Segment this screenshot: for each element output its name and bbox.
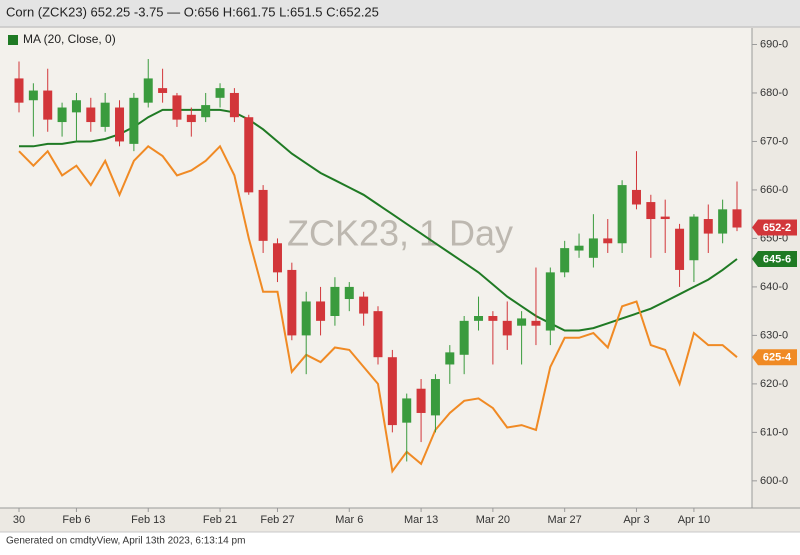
candle-body (689, 216, 699, 261)
candle-body (531, 320, 541, 326)
y-tick-label: 610-0 (760, 426, 788, 438)
candle-body (617, 185, 627, 244)
price-tag-label: 645-6 (763, 253, 791, 265)
title-bar (0, 0, 800, 27)
candle-body (445, 352, 455, 365)
candle-body (57, 107, 67, 123)
candle-body (574, 245, 584, 251)
footer-bar (0, 532, 800, 550)
x-tick-label: Apr 3 (623, 514, 649, 526)
candle-body (100, 102, 110, 127)
candle-body (588, 238, 598, 258)
x-tick-label: Mar 13 (404, 514, 438, 526)
candle-body (258, 189, 268, 241)
x-tick-label: Feb 27 (260, 514, 294, 526)
x-tick-label: Feb 13 (131, 514, 165, 526)
candle-body (732, 209, 742, 228)
price-tag-label: 652-2 (763, 222, 791, 234)
candle-body (129, 97, 139, 144)
candle-body (474, 316, 484, 321)
candle-body (488, 316, 498, 321)
candle-body (517, 318, 527, 326)
candle-body (143, 78, 153, 103)
price-tag (752, 349, 797, 366)
candle-body (201, 105, 211, 118)
plot-area (0, 28, 752, 508)
price-tag (752, 251, 797, 268)
candle-body (215, 88, 225, 98)
candle-body (718, 209, 728, 234)
candle-body (646, 202, 656, 220)
footer-text: Generated on cmdtyView, April 13th 2023,… (6, 536, 245, 547)
y-tick-label: 630-0 (760, 329, 788, 341)
x-tick-label: Feb 21 (203, 514, 237, 526)
y-tick-label: 640-0 (760, 281, 788, 293)
y-tick-label: 670-0 (760, 135, 788, 147)
candle-body (359, 296, 369, 314)
x-tick-label: Mar 27 (548, 514, 582, 526)
candle-body (229, 92, 239, 118)
price-tag (752, 219, 797, 236)
candle-body (545, 272, 555, 331)
candle-body (71, 100, 81, 113)
candle-body (172, 95, 182, 120)
candle-body (502, 320, 512, 336)
candle-body (344, 286, 354, 300)
candle-body (115, 107, 125, 142)
x-tick-label: Feb 6 (62, 514, 90, 526)
x-tick-label: Apr 10 (678, 514, 710, 526)
candle-body (158, 88, 168, 93)
candle-body (244, 117, 254, 193)
y-tick-label: 600-0 (760, 475, 788, 487)
y-tick-label: 680-0 (760, 87, 788, 99)
candle-body (387, 357, 397, 426)
y-tick-label: 690-0 (760, 38, 788, 50)
x-tick-label: 30 (13, 514, 25, 526)
candle-body (660, 216, 670, 220)
candle-body (402, 398, 412, 423)
x-tick-label: Mar 20 (476, 514, 510, 526)
overlay-line (18, 144, 738, 474)
candle-body (416, 388, 426, 413)
x-tick-label: Mar 6 (335, 514, 363, 526)
candle-body (316, 301, 326, 321)
chart-title: Corn (ZCK23) 652.25 -3.75 — O:656 H:661.… (6, 4, 379, 19)
candle-body (703, 219, 713, 234)
candle-body (373, 311, 383, 358)
candle-body (560, 248, 570, 273)
candle-body (603, 238, 613, 244)
candle-body (631, 189, 641, 205)
legend-swatch (8, 35, 18, 45)
candle-body (301, 301, 311, 336)
candle-body (430, 379, 440, 416)
candle-body (86, 107, 96, 123)
y-tick-label: 660-0 (760, 184, 788, 196)
candle-body (287, 269, 297, 336)
candle-body (28, 90, 38, 101)
candle-body (272, 243, 282, 273)
y-tick-label: 620-0 (760, 378, 788, 390)
legend-label: MA (20, Close, 0) (23, 32, 116, 46)
candle-body (186, 114, 196, 123)
candle-body (459, 320, 469, 355)
candle-body (43, 90, 53, 120)
candle-body (675, 228, 685, 270)
price-tag-label: 625-4 (763, 352, 792, 364)
candle-body (14, 78, 24, 103)
candle-body (330, 286, 340, 316)
